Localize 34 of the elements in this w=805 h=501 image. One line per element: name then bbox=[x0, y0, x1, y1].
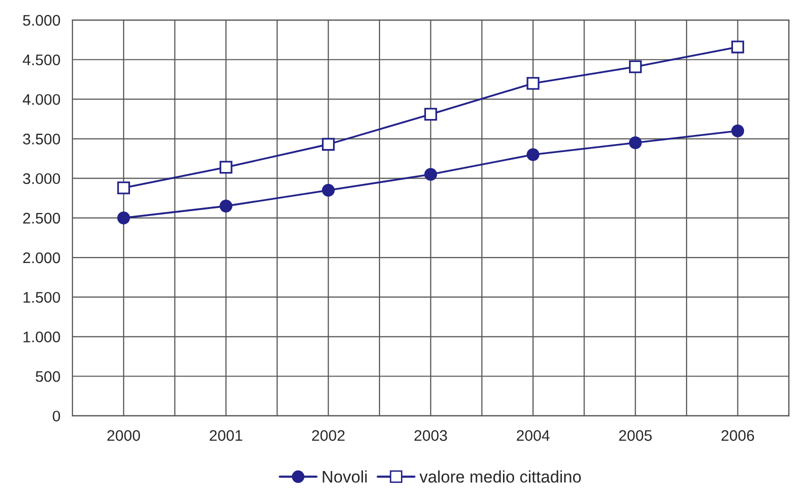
y-tick-label: 3.000 bbox=[23, 173, 60, 184]
point bbox=[731, 124, 744, 138]
y-tick-label: 1.500 bbox=[24, 292, 60, 303]
y-tick-label: 4.000 bbox=[22, 94, 60, 105]
x-tick-label: 2006 bbox=[722, 430, 754, 441]
point bbox=[220, 160, 232, 174]
x-tick-label: 2002 bbox=[312, 430, 345, 441]
point bbox=[117, 181, 130, 194]
y-tick-label: 0 bbox=[52, 410, 60, 422]
y-tick-label: 2.000 bbox=[23, 252, 60, 264]
point bbox=[424, 168, 438, 181]
point bbox=[322, 138, 335, 151]
point bbox=[322, 184, 335, 197]
point bbox=[731, 40, 744, 54]
point bbox=[628, 136, 642, 150]
point bbox=[628, 60, 642, 74]
legend-label: Novoli bbox=[322, 470, 367, 483]
y-tick-label: 3.500 bbox=[23, 134, 60, 144]
x-tick-label: 2005 bbox=[619, 430, 652, 441]
point bbox=[424, 108, 438, 121]
point bbox=[526, 148, 540, 161]
point bbox=[117, 212, 130, 224]
x-tick-label: 2001 bbox=[210, 430, 242, 441]
y-tick-label: 1.000 bbox=[24, 332, 60, 342]
y-tick-label: 4.500 bbox=[22, 54, 60, 66]
y-tick-label: 2.500 bbox=[23, 212, 60, 224]
x-tick-label: 2003 bbox=[414, 430, 447, 441]
legend-label: valore medio cittadino bbox=[420, 470, 581, 483]
y-tick-label: 500 bbox=[36, 371, 60, 382]
x-tick-label: 2004 bbox=[516, 430, 550, 441]
point bbox=[220, 200, 232, 212]
point bbox=[526, 76, 540, 90]
x-tick-label: 2000 bbox=[107, 430, 140, 441]
y-tick-label: 5.000 bbox=[23, 14, 60, 26]
